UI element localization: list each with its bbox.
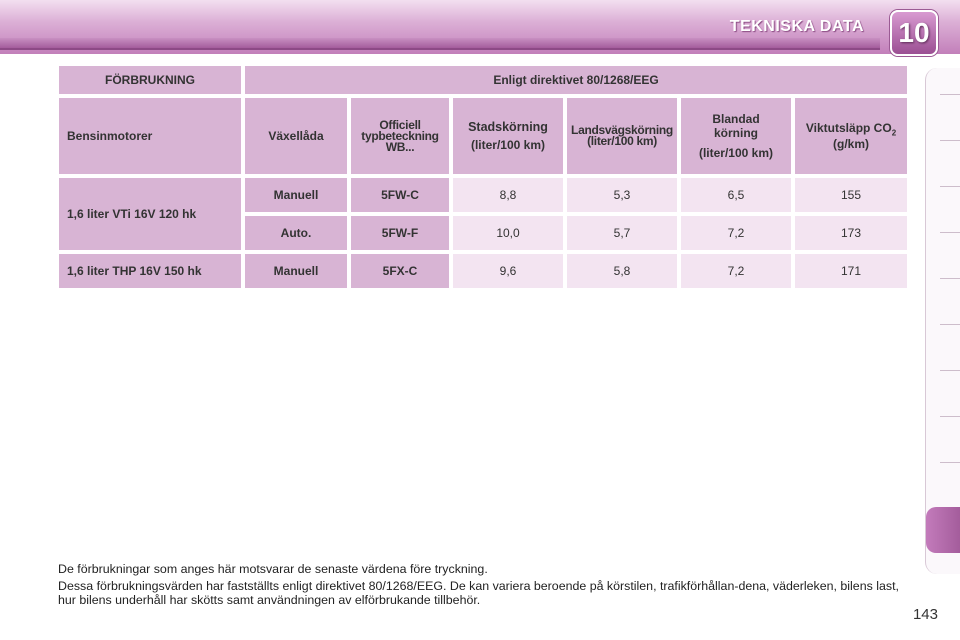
- consumption-table: FÖRBRUKNING Enligt direktivet 80/1268/EE…: [55, 62, 911, 292]
- page-number: 143: [912, 606, 938, 623]
- engine-cell: 1,6 liter VTi 16V 120 hk: [59, 178, 241, 250]
- co2-cell: 171: [795, 254, 908, 288]
- side-tab-divider: [940, 186, 960, 187]
- combined-header: Blandad körning (liter/100 km): [681, 98, 791, 174]
- engine-cell: 1,6 liter THP 16V 150 hk: [59, 254, 241, 288]
- footnote: Dessa förbrukningsvärden har fastställts…: [58, 579, 899, 607]
- side-tab-divider: [940, 416, 960, 417]
- gearbox-header: Växellåda: [245, 98, 347, 174]
- urban-cell: 9,6: [453, 254, 563, 288]
- side-tab-divider: [940, 232, 960, 233]
- directive-cell: Enligt direktivet 80/1268/EEG: [245, 66, 908, 94]
- gearbox-cell: Manuell: [245, 178, 347, 212]
- table-header-row: Bensinmotorer Växellåda Officiell typbet…: [59, 98, 908, 174]
- side-tab-divider: [940, 462, 960, 463]
- co2-header-unit: (g/km): [833, 137, 870, 152]
- urban-header-unit: (liter/100 km): [470, 138, 546, 152]
- table-row: Auto. 5FW-F 10,0 5,7 7,2 173: [59, 216, 908, 250]
- table-title-cell: FÖRBRUKNING: [59, 66, 241, 94]
- extra-urban-cell: 5,7: [567, 216, 677, 250]
- type-cell: 5FW-C: [351, 178, 449, 212]
- type-code-header: Officiell typbeteckning WB...: [351, 98, 449, 174]
- urban-header-label: Stadskörning: [468, 120, 548, 134]
- extra-urban-cell: 5,8: [567, 254, 677, 288]
- table-row: 1,6 liter THP 16V 150 hk Manuell 5FX-C 9…: [59, 254, 908, 288]
- footnote: De förbrukningar som anges här motsvarar…: [58, 562, 488, 576]
- table-row: 1,6 liter VTi 16V 120 hk Manuell 5FW-C 8…: [59, 178, 908, 250]
- header-stripe: [0, 38, 880, 50]
- combined-cell: 7,2: [681, 254, 791, 288]
- co2-header-label: Viktutsläpp CO: [805, 120, 892, 135]
- gearbox-cell: Manuell: [245, 254, 347, 288]
- footnotes: De förbrukningar som anges här motsvarar…: [58, 562, 918, 610]
- header-band: TEKNISKA DATA 10: [0, 0, 960, 56]
- side-tab-divider: [940, 278, 960, 279]
- combined-cell: 6,5: [681, 178, 791, 212]
- combined-header-unit: (liter/100 km): [698, 146, 774, 160]
- combined-header-label: Blandad körning: [712, 112, 760, 140]
- urban-cell: 10,0: [453, 216, 563, 250]
- gearbox-cell: Auto.: [245, 216, 347, 250]
- side-tab-divider: [940, 324, 960, 325]
- side-tab-divider: [940, 140, 960, 141]
- combined-cell: 7,2: [681, 216, 791, 250]
- co2-header: Viktutsläpp CO2 (g/km): [795, 98, 908, 174]
- type-cell: 5FW-F: [351, 216, 449, 250]
- co2-cell: 173: [795, 216, 908, 250]
- side-tab-divider: [940, 370, 960, 371]
- urban-header: Stadskörning (liter/100 km): [453, 98, 563, 174]
- engine-header: Bensinmotorer: [59, 98, 241, 174]
- extra-urban-header: Landsvägskörning (liter/100 km): [567, 98, 677, 174]
- extra-urban-cell: 5,3: [567, 178, 677, 212]
- extra-urban-header-label: Landsvägskörning: [571, 123, 673, 137]
- table-row: FÖRBRUKNING Enligt direktivet 80/1268/EE…: [59, 66, 908, 94]
- urban-cell: 8,8: [453, 178, 563, 212]
- type-cell: 5FX-C: [351, 254, 449, 288]
- side-tab-active[interactable]: [926, 507, 960, 553]
- page-title: TEKNISKA DATA: [729, 18, 864, 35]
- co2-subscript: 2: [891, 128, 897, 138]
- co2-cell: 155: [795, 178, 908, 212]
- extra-urban-header-unit: (liter/100 km): [587, 134, 657, 148]
- side-tab-bar: [925, 68, 960, 574]
- side-tab-divider: [940, 94, 960, 95]
- chapter-badge[interactable]: 10: [890, 10, 938, 56]
